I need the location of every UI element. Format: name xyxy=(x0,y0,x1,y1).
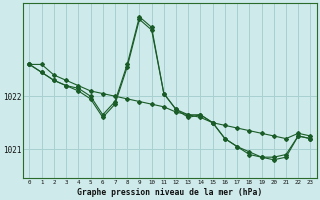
X-axis label: Graphe pression niveau de la mer (hPa): Graphe pression niveau de la mer (hPa) xyxy=(77,188,263,197)
